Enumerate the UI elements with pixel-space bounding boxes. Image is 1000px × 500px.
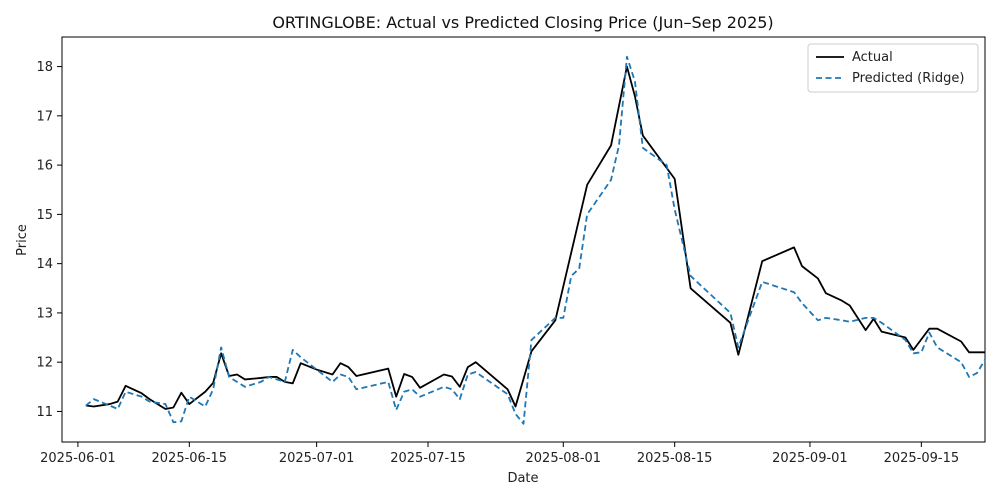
y-tick-label: 17 bbox=[36, 109, 53, 124]
series-layer bbox=[85, 55, 986, 425]
x-tick-label: 2025-07-01 bbox=[279, 451, 355, 466]
legend: Actual Predicted (Ridge) bbox=[807, 43, 979, 93]
x-axis-label: Date bbox=[507, 471, 538, 486]
chart-title: ORTINGLOBE: Actual vs Predicted Closing … bbox=[272, 13, 773, 32]
x-tick-label: 2025-06-01 bbox=[40, 451, 116, 466]
y-tick-label: 16 bbox=[36, 159, 53, 174]
x-tick-label: 2025-09-15 bbox=[884, 451, 960, 466]
series-line-actual bbox=[85, 65, 985, 410]
y-tick-label: 11 bbox=[36, 405, 53, 420]
y-tick-label: 15 bbox=[36, 208, 53, 223]
legend-box bbox=[807, 43, 979, 93]
x-tick-label: 2025-08-15 bbox=[637, 451, 713, 466]
x-tick-label: 2025-06-15 bbox=[152, 451, 228, 466]
legend-label-predicted: Predicted (Ridge) bbox=[852, 71, 964, 86]
y-tick-label: 18 bbox=[36, 60, 53, 75]
x-tick-label: 2025-07-15 bbox=[390, 451, 466, 466]
y-tick-label: 13 bbox=[36, 306, 53, 321]
x-axis: 2025-06-01 2025-06-15 2025-07-01 2025-07-15… bbox=[40, 442, 959, 466]
series-line-predicted bbox=[85, 55, 986, 425]
plot-area bbox=[61, 36, 986, 443]
x-tick-label: 2025-09-01 bbox=[772, 451, 848, 466]
y-tick-label: 14 bbox=[36, 257, 53, 272]
legend-label-actual: Actual bbox=[852, 50, 893, 65]
y-axis: 11 12 13 14 15 16 17 18 bbox=[36, 60, 62, 420]
y-axis-label: Price bbox=[15, 224, 30, 256]
x-tick-label: 2025-08-01 bbox=[526, 451, 602, 466]
y-tick-label: 12 bbox=[36, 356, 53, 371]
